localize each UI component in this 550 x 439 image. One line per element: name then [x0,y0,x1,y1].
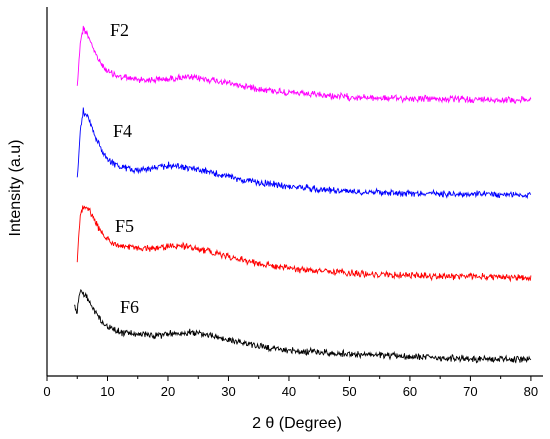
x-tick-label: 0 [43,384,50,399]
series-line-f6 [74,288,532,364]
series-label-f5: F5 [115,216,134,236]
series-label-layer: F2 F4 F5 F6 [110,20,139,317]
x-tick-label: 40 [282,384,296,399]
series-label-f6: F6 [120,297,139,317]
x-axis-title: 2 θ (Degree) [252,415,342,432]
plot-frame [46,7,543,377]
x-tick-label: 80 [524,384,538,399]
x-tick-label: 70 [463,384,477,399]
series-label-f2: F2 [110,20,129,40]
x-tick-label: 60 [403,384,417,399]
series-line-f5 [76,205,532,283]
x-tick-label: 20 [161,384,175,399]
x-tick-label: 30 [221,384,235,399]
series-line-f4 [76,107,532,200]
x-tick-label: 50 [342,384,356,399]
series-label-f4: F4 [113,121,132,141]
x-axis: 0 10 20 30 40 50 60 70 80 [43,376,538,399]
series-line-f2 [76,25,532,105]
y-axis-title: Intensity (a.u) [7,140,24,237]
x-tick-label: 10 [100,384,114,399]
series-layer [74,25,532,364]
